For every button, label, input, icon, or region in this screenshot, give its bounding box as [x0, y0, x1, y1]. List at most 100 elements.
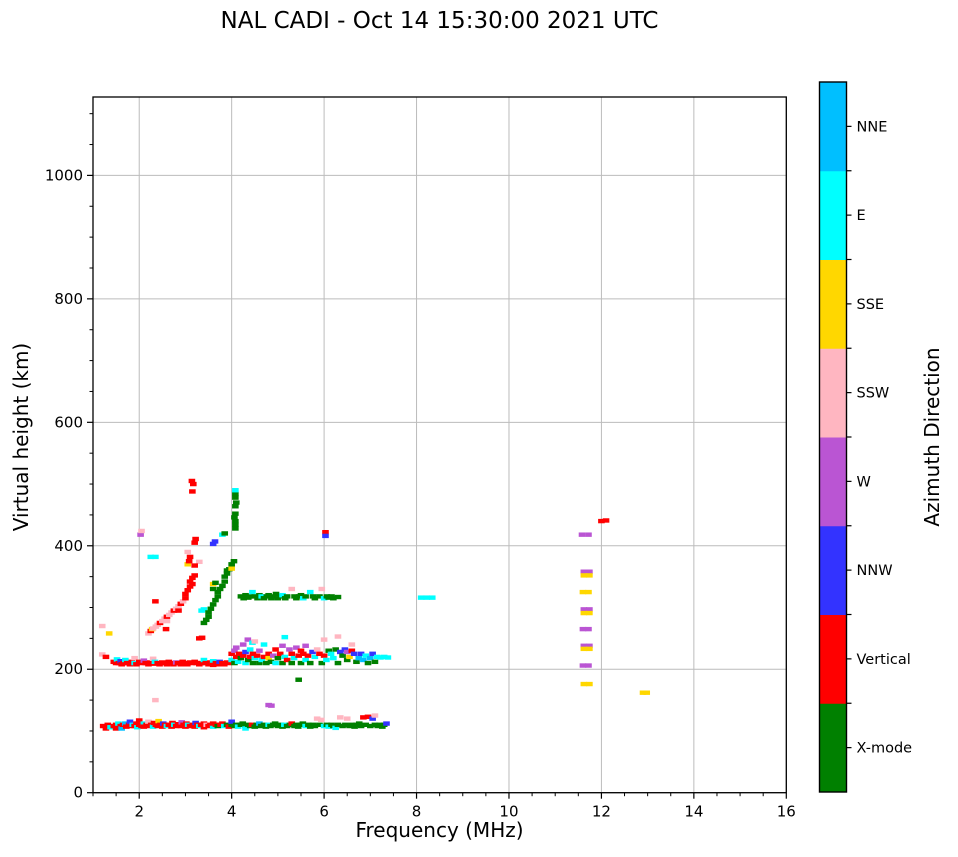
data-point-W [269, 653, 277, 658]
data-point-Vertical [219, 721, 226, 726]
data-point-W [586, 607, 593, 612]
data-point-X-mode [364, 660, 372, 666]
data-point-W [580, 569, 588, 574]
data-point-E [384, 655, 392, 660]
data-point-Vertical [253, 653, 261, 658]
data-point-X-mode [271, 721, 279, 726]
data-point-SSE [105, 631, 113, 636]
data-point-E [249, 589, 256, 595]
data-point-X-mode [334, 660, 342, 666]
data-point-Vertical [133, 662, 140, 667]
data-point-Vertical [102, 726, 110, 731]
data-point-E [281, 634, 289, 640]
data-point-X-mode [216, 586, 224, 592]
colorbar-segment-SSW [819, 348, 847, 438]
data-point-X-mode [232, 500, 240, 505]
data-point-X-mode [343, 657, 351, 663]
colorbar-title: Azimuth Direction [920, 347, 944, 527]
data-point-E [323, 657, 330, 663]
data-point-E [423, 595, 431, 600]
data-point-Vertical [152, 599, 159, 604]
colorbar-segment-W [819, 437, 847, 527]
data-points [98, 478, 651, 731]
data-point-X-mode [223, 571, 231, 576]
data-point-Vertical [304, 653, 312, 658]
data-point-X-mode [230, 559, 238, 564]
data-point-E [115, 721, 122, 726]
data-point-X-mode [274, 655, 282, 661]
data-point-SSW [348, 642, 356, 647]
data-point-W [579, 663, 587, 668]
data-point-W [579, 626, 587, 632]
data-point-Vertical [316, 651, 323, 657]
data-point-SSW [138, 528, 145, 534]
data-point-Vertical [191, 540, 198, 545]
data-point-X-mode [207, 606, 215, 611]
data-point-X-mode [269, 594, 277, 599]
data-point-SSW [371, 713, 379, 718]
data-point-W [293, 645, 300, 650]
data-point-NNW [369, 716, 376, 721]
data-point-SSW [152, 697, 159, 703]
data-point-X-mode [232, 522, 239, 527]
data-point-W [140, 658, 148, 663]
colorbar: X-mode Vertical NNW W SSW SSE E NNE [818, 81, 912, 793]
data-point-X-mode [342, 722, 349, 727]
data-point-SSW [320, 637, 328, 642]
x-tick-label-16: 16 [777, 803, 796, 821]
colorbar-segment-X-mode [819, 703, 847, 793]
data-point-E [279, 592, 286, 598]
data-point-X-mode [221, 531, 229, 536]
data-point-W [232, 645, 240, 650]
data-point-E [302, 657, 309, 663]
colorbar-segment-E [819, 170, 847, 260]
data-point-SSW [159, 618, 166, 624]
colorbar-segment-NNW [819, 525, 847, 615]
data-point-E [327, 651, 335, 657]
data-point-SSE [580, 610, 588, 616]
data-point-Vertical [272, 647, 279, 652]
data-point-SSW [179, 599, 187, 604]
data-point-Vertical [102, 654, 110, 660]
data-point-X-mode [339, 653, 346, 658]
data-point-SSE [579, 589, 587, 595]
y-tick-label-400: 400 [54, 537, 83, 555]
data-point-E [417, 595, 425, 600]
data-point-E [200, 657, 208, 663]
data-point-SSW [313, 716, 321, 721]
data-point-NNW [350, 651, 358, 657]
data-point-E [152, 554, 159, 560]
data-point-W [302, 643, 309, 648]
data-point-Vertical [189, 481, 197, 487]
colorbar-label-W: W [857, 474, 871, 490]
data-point-X-mode [311, 596, 319, 601]
data-point-Vertical [197, 660, 205, 666]
data-point-Vertical [265, 651, 272, 657]
data-point-W [585, 663, 592, 668]
data-point-W [586, 569, 593, 574]
data-point-Vertical [598, 518, 605, 524]
data-point-X-mode [212, 597, 219, 603]
data-point-Vertical [192, 536, 199, 542]
data-point-Vertical [235, 651, 243, 657]
data-point-Vertical [189, 489, 196, 494]
data-point-W [239, 642, 247, 647]
data-point-Vertical [99, 723, 107, 729]
data-point-SSE [580, 681, 588, 687]
plot-border [92, 96, 787, 794]
data-point-X-mode [367, 723, 374, 729]
data-point-Vertical [184, 588, 192, 593]
data-point-Vertical [297, 648, 305, 653]
data-point-SSE [265, 655, 272, 661]
data-point-E [258, 657, 266, 663]
data-point-X-mode [265, 592, 272, 598]
data-point-X-mode [330, 596, 337, 601]
data-point-NNW [383, 721, 390, 726]
x-tick-label-10: 10 [499, 803, 518, 821]
data-point-Vertical [177, 601, 185, 607]
data-point-Vertical [138, 660, 146, 666]
data-point-W [580, 643, 588, 648]
data-point-SSE [580, 573, 588, 578]
data-point-Vertical [182, 596, 189, 601]
data-point-Vertical [232, 654, 240, 660]
